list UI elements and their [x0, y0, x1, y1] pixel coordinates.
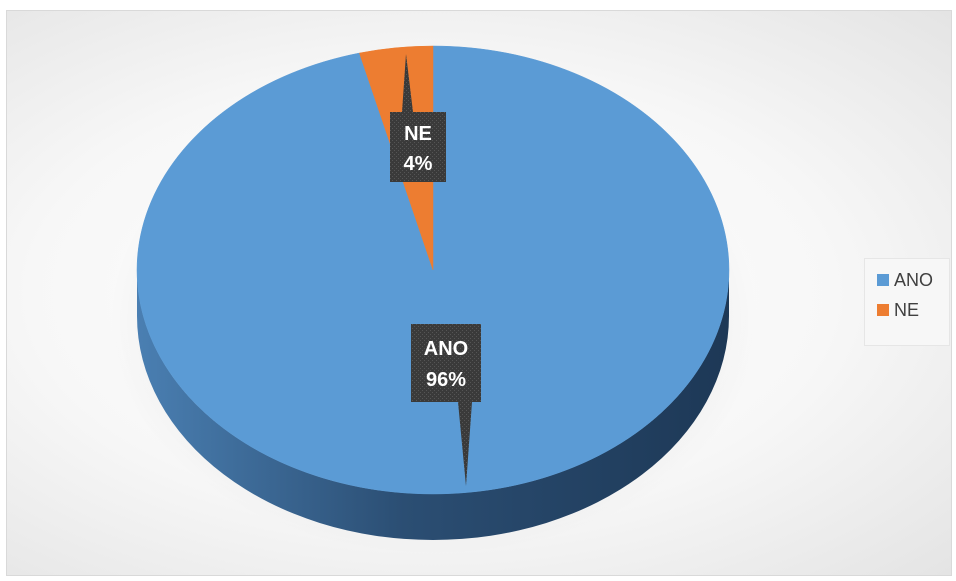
data-label-ne-callout — [402, 54, 413, 112]
pie-side-wall — [137, 270, 729, 540]
legend-label-ne: NE — [894, 299, 920, 320]
data-label-ano-category: ANO — [424, 338, 468, 360]
legend-item-ano: ANO — [877, 265, 943, 295]
legend-swatch-ano — [877, 274, 889, 286]
legend-label-ano: ANO — [894, 269, 934, 290]
data-label-ano-box — [411, 324, 481, 402]
data-label-ne-box — [390, 112, 446, 182]
data-labels: ANO 96% NE 4% — [390, 54, 481, 486]
data-label-ano-callout — [458, 402, 472, 486]
data-label-ano: ANO 96% — [411, 324, 481, 486]
data-label-ne: NE 4% — [390, 54, 446, 182]
data-label-ano-value: 96% — [426, 369, 466, 391]
data-label-ne-value: 4% — [404, 153, 433, 175]
legend-item-ne: NE — [877, 295, 943, 325]
data-label-ne-category: NE — [404, 123, 432, 145]
legend-swatch-ne — [877, 304, 889, 316]
legend: ANO NE — [864, 258, 950, 346]
